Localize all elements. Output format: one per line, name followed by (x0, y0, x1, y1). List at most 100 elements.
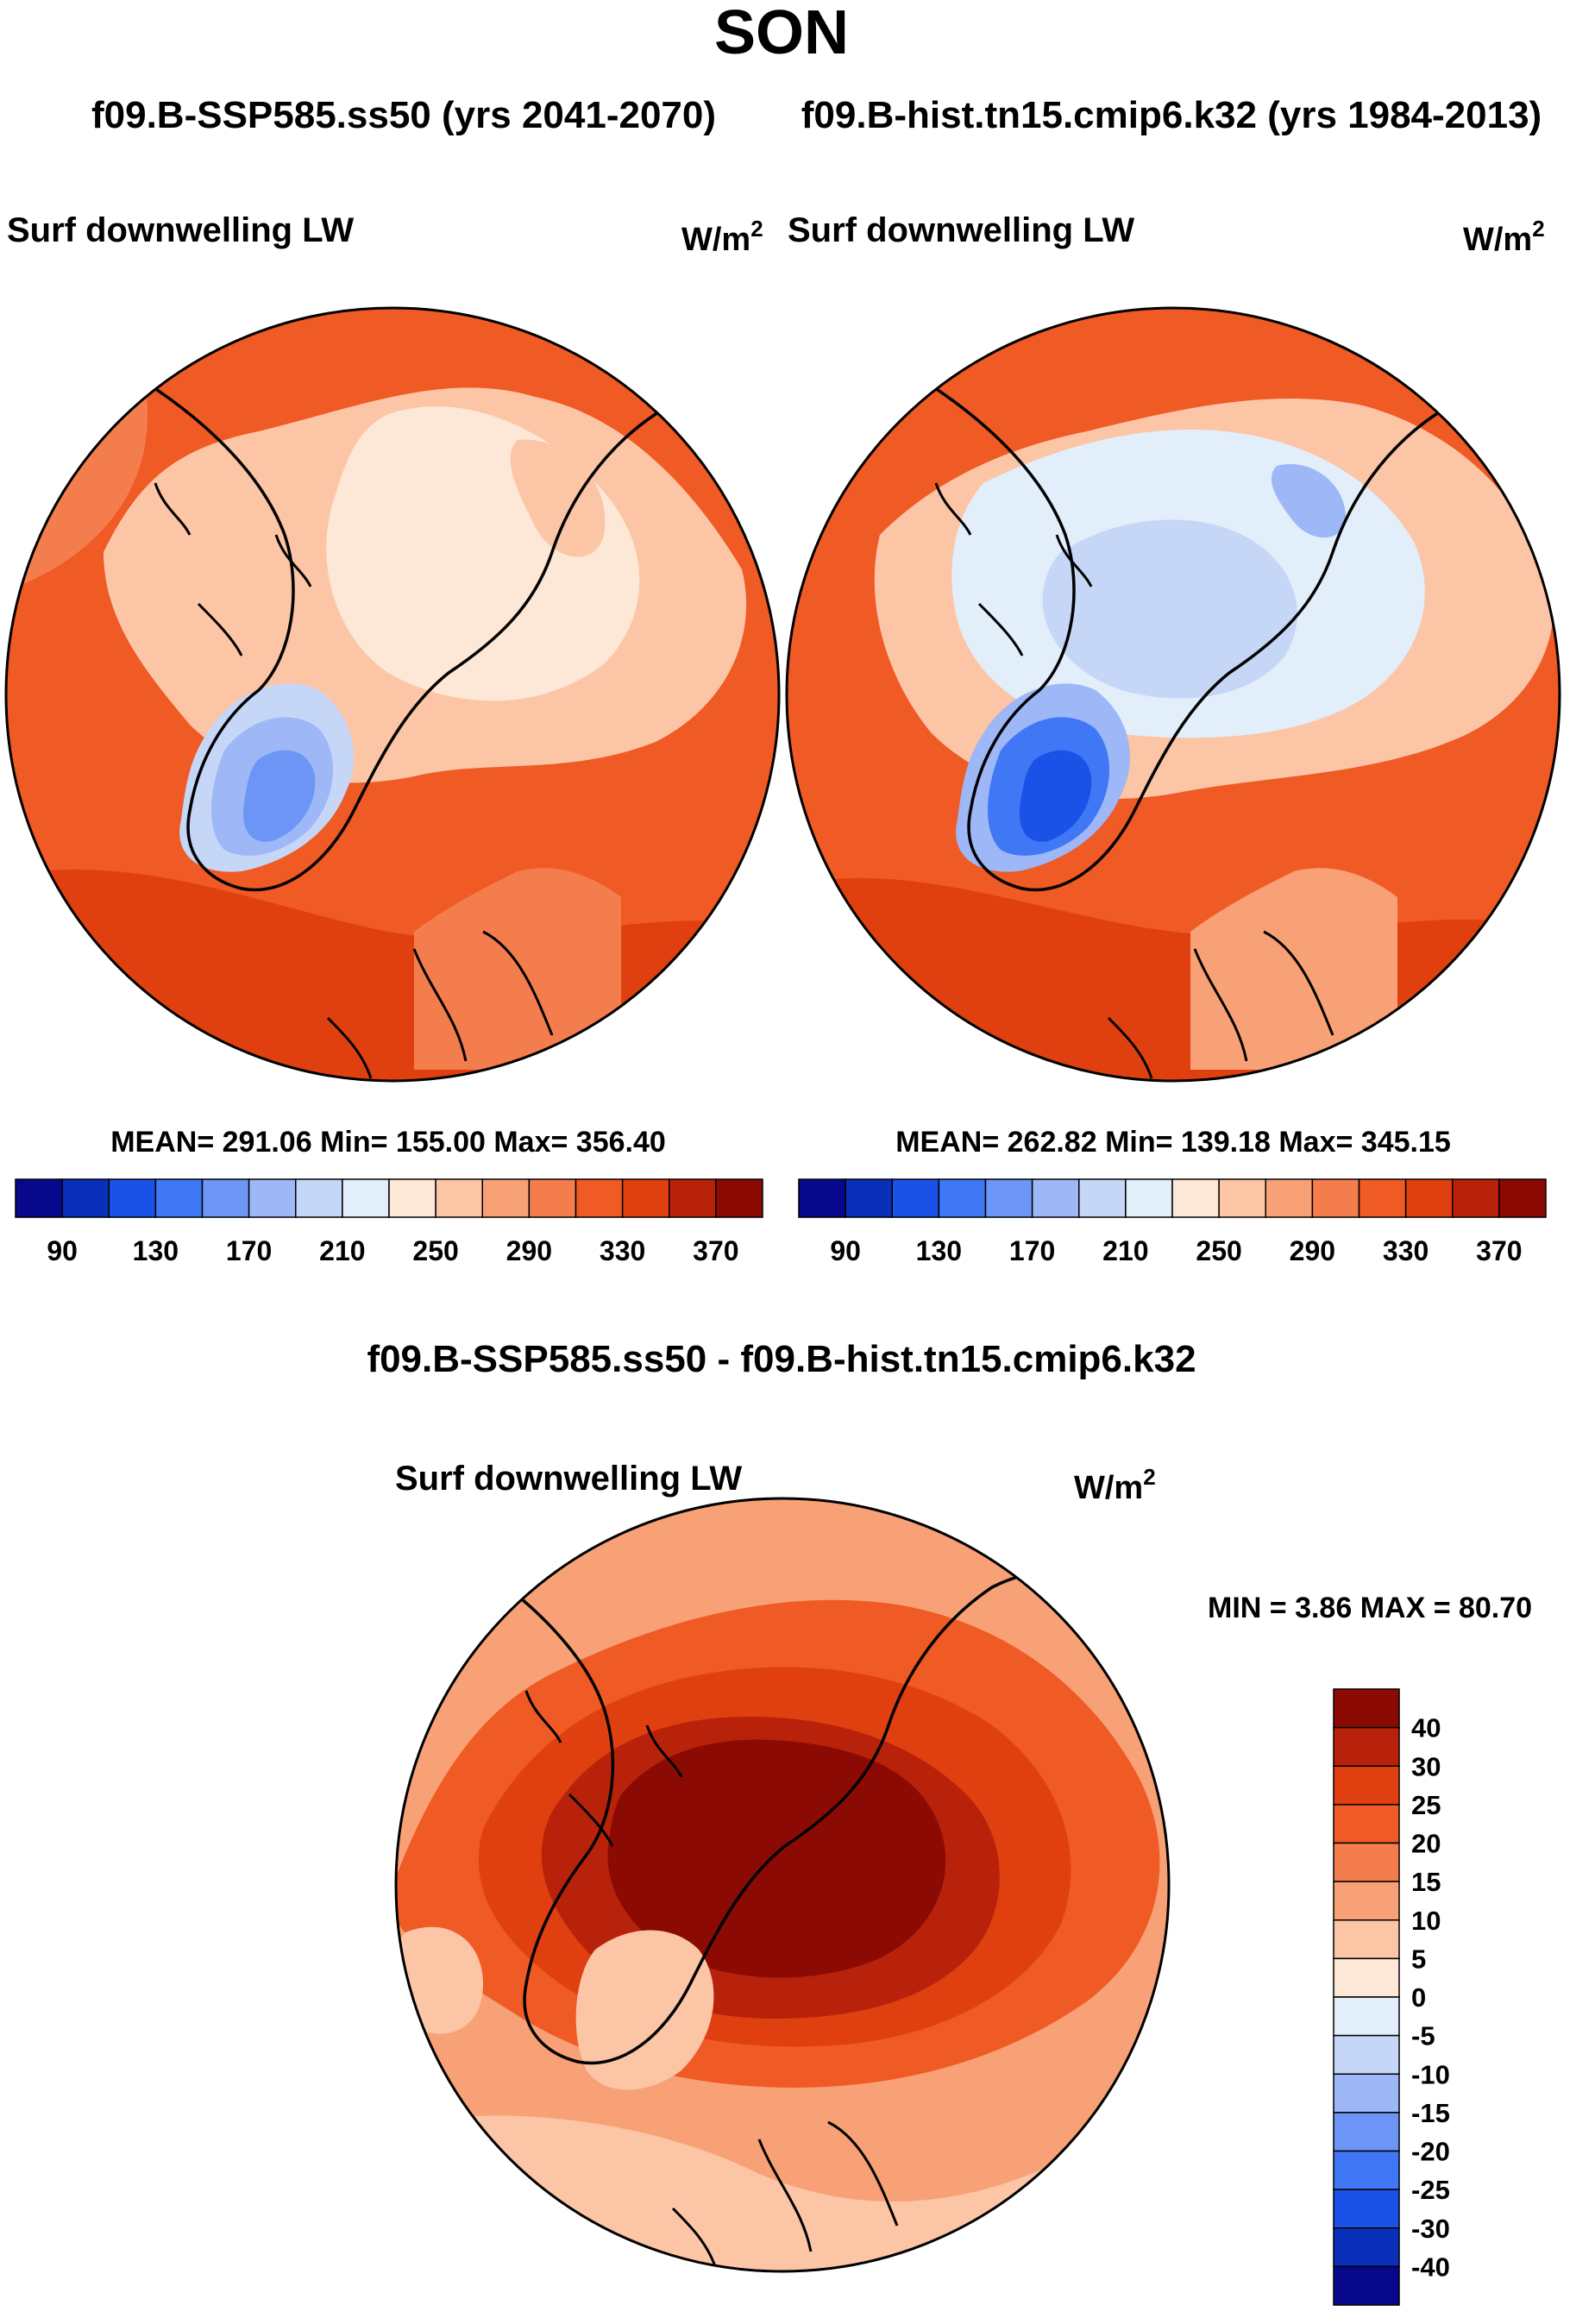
colorbar-swatch (1333, 1688, 1400, 1729)
colorbar-swatch (342, 1178, 390, 1218)
colorbar-tick-label: 330 (600, 1235, 645, 1266)
map-a-coastline-south (326, 930, 554, 1079)
map-b-border (785, 306, 1561, 1083)
colorbar-tick-label: 330 (1383, 1235, 1429, 1266)
colorbar-swatch (1078, 1178, 1127, 1218)
colorbar-tick-label: 0 (1411, 1982, 1426, 2013)
panel-b: Surf downwelling LW W/m2 MEAN= 262.82 Mi… (785, 211, 1561, 1266)
map-b-coastline-south (1107, 930, 1334, 1079)
colorbar-tick-label: 90 (47, 1235, 78, 1266)
colorbar-tick-label: 30 (1411, 1751, 1441, 1781)
panel-b-title: Surf downwelling LW (788, 211, 1134, 249)
panel-a-stats: MEAN= 291.06 Min= 155.00 Max= 356.40 (110, 1126, 666, 1159)
colorbar-tick-label: -5 (1411, 2021, 1435, 2051)
colorbar-swatch (388, 1178, 436, 1218)
colorbar-tick-label: 20 (1411, 1829, 1441, 1859)
panel-a: Surf downwelling LW W/m2 MEAN= 291.06 Mi… (4, 211, 781, 1266)
colorbar-tick-label: 370 (693, 1235, 738, 1266)
map-diff-coastline-south (671, 2120, 899, 2270)
map-b-greenland-core (1019, 750, 1092, 842)
colorbar-swatch (108, 1178, 157, 1218)
colorbar-swatch (201, 1178, 250, 1218)
map-diff-core (607, 1739, 946, 1978)
colorbar-swatch (1333, 1842, 1400, 1882)
map-a-coastline (111, 361, 777, 892)
colorbar-tick-label: -10 (1411, 2059, 1450, 2089)
colorbar-swatch (1333, 1957, 1400, 1998)
colorbar-swatch (1333, 1919, 1400, 1960)
colorbar-swatch (1333, 2034, 1400, 2075)
colorbar-tick-label: 25 (1411, 1790, 1441, 1820)
colorbar-tick-label: 10 (1411, 1906, 1441, 1936)
panel-diff-map (396, 1498, 1169, 2271)
colorbar-swatch (1311, 1178, 1360, 1218)
panel-b-units: W/m2 (1463, 216, 1545, 258)
subtitle-left: f09.B-SSP585.ss50 (yrs 2041-2070) (91, 94, 716, 136)
colorbar-swatch (528, 1178, 577, 1218)
colorbar-swatch (1333, 2189, 1400, 2229)
map-a-scandinavia (414, 868, 621, 1070)
map-b-arctic-core (1042, 519, 1297, 699)
map-diff-border (394, 1497, 1171, 2273)
colorbar-tick-label: 370 (1476, 1235, 1522, 1266)
colorbar-tick-label: -20 (1411, 2137, 1450, 2167)
colorbar-swatch (1218, 1178, 1266, 1218)
panel-diff: f09.B-SSP585.ss50 - f09.B-hist.tn15.cmip… (367, 1338, 1532, 2306)
colorbar-swatch (248, 1178, 297, 1218)
map-b-scandinavia (1190, 868, 1397, 1070)
colorbar-swatch (61, 1178, 110, 1218)
colorbar-tick-label: 250 (412, 1235, 458, 1266)
panel-diff-stats: MIN = 3.86 MAX = 80.70 (1208, 1592, 1532, 1624)
map-a-islands (154, 482, 312, 656)
map-a-arctic-patch (510, 439, 606, 557)
panel-diff-units: W/m2 (1074, 1464, 1156, 1506)
subtitle-right: f09.B-hist.tn15.cmip6.k32 (yrs 1984-2013… (801, 94, 1542, 136)
colorbar-swatch (1452, 1178, 1500, 1218)
map-diff-islands (524, 1690, 683, 1847)
colorbar-swatch (1358, 1178, 1407, 1218)
colorbar-swatch (435, 1178, 483, 1218)
colorbar-tick-label: 250 (1196, 1235, 1241, 1266)
map-diff-greenland (575, 1930, 714, 2090)
colorbar-tick-label: 170 (226, 1235, 272, 1266)
colorbar-tick-label: 290 (1290, 1235, 1335, 1266)
map-diff-coastline (482, 1568, 1114, 2065)
colorbar-tick-label: 170 (1009, 1235, 1055, 1266)
colorbar-tick-label: -40 (1411, 2252, 1450, 2282)
colorbar-swatch (1333, 2265, 1400, 2306)
colorbar-swatch (798, 1178, 846, 1218)
colorbar-swatch (984, 1178, 1033, 1218)
colorbar-swatch (1333, 1881, 1400, 1921)
map-b-coastline (892, 361, 1558, 892)
colorbar-tick-label: -30 (1411, 2214, 1450, 2244)
diff-title: f09.B-SSP585.ss50 - f09.B-hist.tn15.cmip… (367, 1338, 1196, 1380)
colorbar-swatch (669, 1178, 717, 1218)
colorbar-tick-label: 210 (1102, 1235, 1148, 1266)
map-b-islands (934, 482, 1093, 656)
colorbar-tick-label: 40 (1411, 1713, 1441, 1743)
colorbar-tick-label: 5 (1411, 1944, 1426, 1974)
colorbar-swatch (1265, 1178, 1314, 1218)
colorbar-swatch (938, 1178, 987, 1218)
colorbar-swatch (15, 1178, 63, 1218)
panel-a-colorbar: 90 130 170 210 250 290 330 370 (15, 1178, 763, 1266)
colorbar-swatch (1125, 1178, 1173, 1218)
colorbar-swatch (1498, 1178, 1547, 1218)
panel-a-title: Surf downwelling LW (7, 211, 354, 249)
colorbar-tick-label: -15 (1411, 2098, 1450, 2128)
colorbar-swatch (845, 1178, 893, 1218)
panel-a-map (6, 308, 779, 1081)
colorbar-swatch (1333, 1765, 1400, 1806)
colorbar-swatch (154, 1178, 204, 1218)
panel-b-colorbar: 90 130 170 210 250 290 330 370 (798, 1178, 1547, 1266)
colorbar-tick-label: 290 (506, 1235, 552, 1266)
colorbar-swatch (1333, 1804, 1400, 1844)
panel-b-map (787, 308, 1560, 1081)
colorbar-swatch (1031, 1178, 1080, 1218)
colorbar-swatch (481, 1178, 531, 1218)
panel-b-stats: MEAN= 262.82 Min= 139.18 Max= 345.15 (895, 1126, 1451, 1159)
panel-a-units: W/m2 (681, 216, 763, 258)
map-a-border (4, 306, 781, 1083)
colorbar-swatch (1404, 1178, 1454, 1218)
